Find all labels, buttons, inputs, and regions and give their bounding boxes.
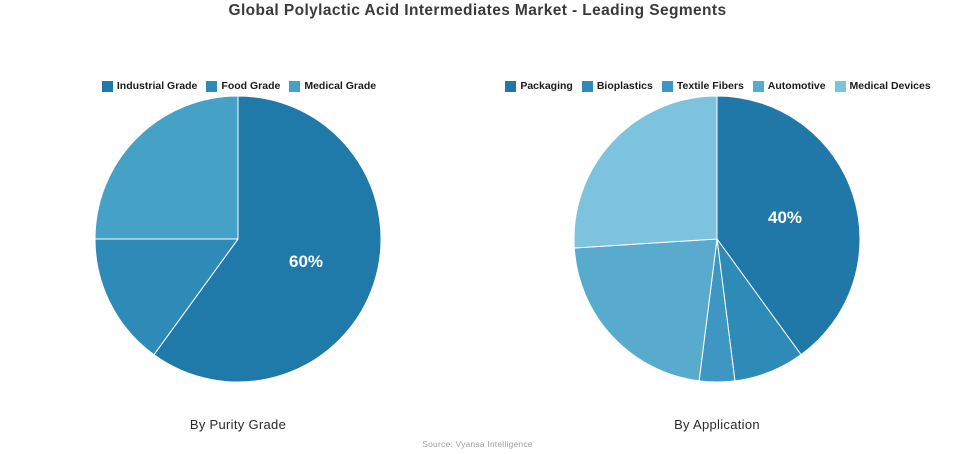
legend-item-bioplastics: Bioplastics — [581, 80, 653, 92]
pie-slice-packaging — [716, 95, 861, 356]
legend-swatch-icon — [206, 80, 218, 92]
legend-item-automotive: Automotive — [752, 80, 826, 92]
legend-by-purity-grade: Industrial Grade Food Grade Medical Grade — [29, 78, 449, 94]
legend-label: Textile Fibers — [676, 80, 744, 92]
pie-slice-value-label: 60% — [289, 252, 323, 271]
legend-swatch-icon — [289, 80, 301, 92]
legend-label: Packaging — [520, 80, 573, 92]
legend-item-textile-fibers: Textile Fibers — [661, 80, 744, 92]
pie-slice-medical-devices — [573, 95, 718, 249]
legend-item-packaging: Packaging — [505, 80, 573, 92]
legend-item-food-grade: Food Grade — [206, 80, 280, 92]
legend-label: Medical Devices — [849, 80, 931, 92]
pie-slice-value-label: 40% — [768, 208, 802, 227]
pie-slice-food-grade — [94, 238, 239, 356]
source-attribution: Source: Vyansa Intelligence — [422, 439, 533, 449]
legend-label: Automotive — [767, 80, 826, 92]
pie-chart-by-purity-grade: 60% — [94, 95, 382, 383]
legend-swatch-icon — [505, 80, 517, 92]
legend-swatch-icon — [101, 80, 113, 92]
legend-label: Food Grade — [221, 80, 281, 92]
legend-label: Medical Grade — [304, 80, 377, 92]
legend-item-medical-grade: Medical Grade — [289, 80, 376, 92]
legend-label: Bioplastics — [596, 80, 653, 92]
legend-swatch-icon — [834, 80, 846, 92]
chart-caption-by-application: By Application — [674, 417, 760, 432]
pie-slice-medical-grade — [94, 95, 239, 240]
legend-swatch-icon — [752, 80, 764, 92]
pie-chart-by-application: 40% — [573, 95, 861, 383]
chart-caption-by-purity-grade: By Purity Grade — [189, 417, 287, 432]
legend-swatch-icon — [661, 80, 673, 92]
legend-swatch-icon — [581, 80, 593, 92]
legend-label: Industrial Grade — [116, 80, 198, 92]
legend-item-industrial-grade: Industrial Grade — [101, 80, 198, 92]
pie-slice-automotive — [573, 238, 718, 382]
pie-slice-industrial-grade — [153, 95, 382, 383]
page-title: Global Polylactic Acid Intermediates Mar… — [228, 2, 727, 19]
legend-by-application: Packaging Bioplastics Textile Fibers Automo… — [505, 78, 931, 94]
legend-item-medical-devices: Medical Devices — [834, 80, 931, 92]
